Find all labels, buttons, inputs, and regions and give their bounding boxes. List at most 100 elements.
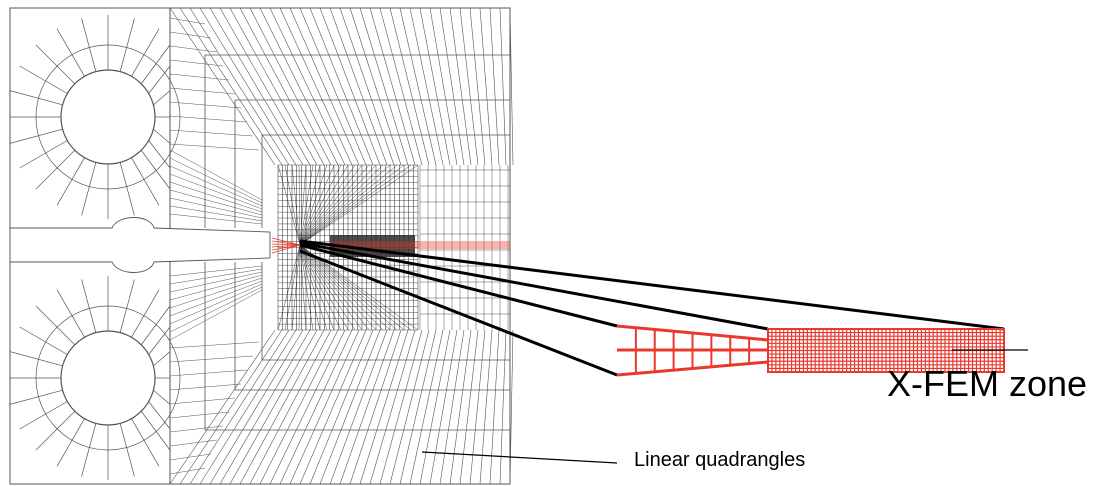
mesh-line xyxy=(299,244,384,331)
mesh-line xyxy=(439,7,465,166)
mesh-line xyxy=(299,164,363,246)
mesh-line xyxy=(349,329,402,485)
mesh-line xyxy=(153,351,171,367)
xfem-zone-label: X-FEM zone xyxy=(887,363,1088,404)
xfem-crack-fan-line xyxy=(271,237,301,246)
zoom-line xyxy=(299,239,1005,331)
mesh-line xyxy=(35,410,76,451)
mesh-line xyxy=(429,7,458,166)
linear-label-pointer xyxy=(421,451,618,464)
mesh-line xyxy=(119,279,135,333)
mesh-line xyxy=(19,326,68,355)
mesh-line xyxy=(140,44,171,84)
mesh-line xyxy=(35,44,76,85)
mesh-line xyxy=(339,329,395,485)
mesh-line xyxy=(429,329,458,485)
mesh-line xyxy=(169,7,276,166)
mesh-line xyxy=(369,7,416,166)
mesh-line xyxy=(459,7,479,166)
mesh-line xyxy=(479,7,493,166)
mesh-line xyxy=(169,149,263,201)
mesh-line xyxy=(179,7,283,166)
mesh-line xyxy=(229,7,318,166)
mesh-line xyxy=(269,329,346,485)
mesh-line xyxy=(299,164,307,246)
mesh-line xyxy=(169,425,224,433)
mesh-line xyxy=(35,305,76,346)
mesh-line xyxy=(131,157,160,206)
mesh-line xyxy=(9,389,63,405)
mesh-line xyxy=(299,164,342,246)
mesh-line xyxy=(299,7,367,166)
mesh-line xyxy=(389,329,430,485)
mesh-line xyxy=(169,369,248,377)
mesh-line xyxy=(329,329,388,485)
mesh-line xyxy=(169,283,263,325)
mesh-line xyxy=(469,329,486,485)
mesh-line xyxy=(140,305,171,345)
mesh-line xyxy=(319,7,381,166)
mesh-line xyxy=(81,162,97,216)
mesh-line xyxy=(299,164,377,246)
crack-notch xyxy=(9,217,271,273)
mesh-line xyxy=(169,87,236,95)
mesh-line xyxy=(239,7,325,166)
mesh-line xyxy=(379,329,423,485)
mesh-line xyxy=(56,157,85,206)
mesh-line xyxy=(299,244,391,331)
mesh-line xyxy=(19,401,68,430)
mesh-line xyxy=(56,28,85,77)
mesh-line xyxy=(299,244,398,331)
xfem-zoom-fan-mesh xyxy=(616,324,769,377)
xfem-crack-fan-line xyxy=(271,243,301,246)
mesh-line xyxy=(291,164,301,246)
mesh-line xyxy=(153,389,171,405)
mesh-line xyxy=(189,329,290,485)
mesh-line xyxy=(19,140,68,169)
mesh-line xyxy=(169,274,263,301)
mesh-line xyxy=(81,18,97,72)
mesh-line xyxy=(279,7,353,166)
mesh-line xyxy=(299,244,307,331)
mesh-line xyxy=(119,423,135,477)
zoom-leader-lines xyxy=(299,239,1005,377)
mesh-line xyxy=(56,289,85,338)
mesh-line xyxy=(299,244,335,331)
mesh-ring xyxy=(35,305,181,451)
mesh-line xyxy=(489,329,500,485)
mesh-line xyxy=(289,7,360,166)
mesh-line xyxy=(169,173,263,210)
mesh-line xyxy=(169,383,242,391)
label-pointer-lines xyxy=(421,349,1028,464)
mesh-line xyxy=(299,164,349,246)
mesh-line xyxy=(9,128,63,144)
mesh-line xyxy=(299,164,356,246)
mesh-line xyxy=(169,397,236,405)
mesh-line xyxy=(169,286,263,333)
mesh-line xyxy=(209,329,304,485)
mesh-line xyxy=(359,7,409,166)
mesh-line xyxy=(299,244,342,331)
mesh-line xyxy=(379,7,423,166)
mesh-line xyxy=(131,418,160,467)
mesh-line xyxy=(299,164,419,246)
mesh-line xyxy=(249,329,332,485)
mesh-line xyxy=(399,329,437,485)
mesh-line xyxy=(140,150,171,190)
mesh-line xyxy=(9,351,63,367)
mesh-line xyxy=(81,423,97,477)
mesh-line xyxy=(389,7,430,166)
mesh-line xyxy=(419,329,451,485)
zoom-line xyxy=(299,241,769,331)
mesh-line xyxy=(189,7,290,166)
mesh-line xyxy=(299,164,391,246)
mesh-line xyxy=(269,7,346,166)
mesh-line xyxy=(148,140,171,169)
mesh-line xyxy=(349,7,402,166)
mesh-line xyxy=(284,164,301,246)
mesh-line xyxy=(169,101,242,109)
xfem-crack-fan-line xyxy=(271,244,301,254)
mesh-line xyxy=(298,244,301,331)
mesh-line xyxy=(239,329,325,485)
